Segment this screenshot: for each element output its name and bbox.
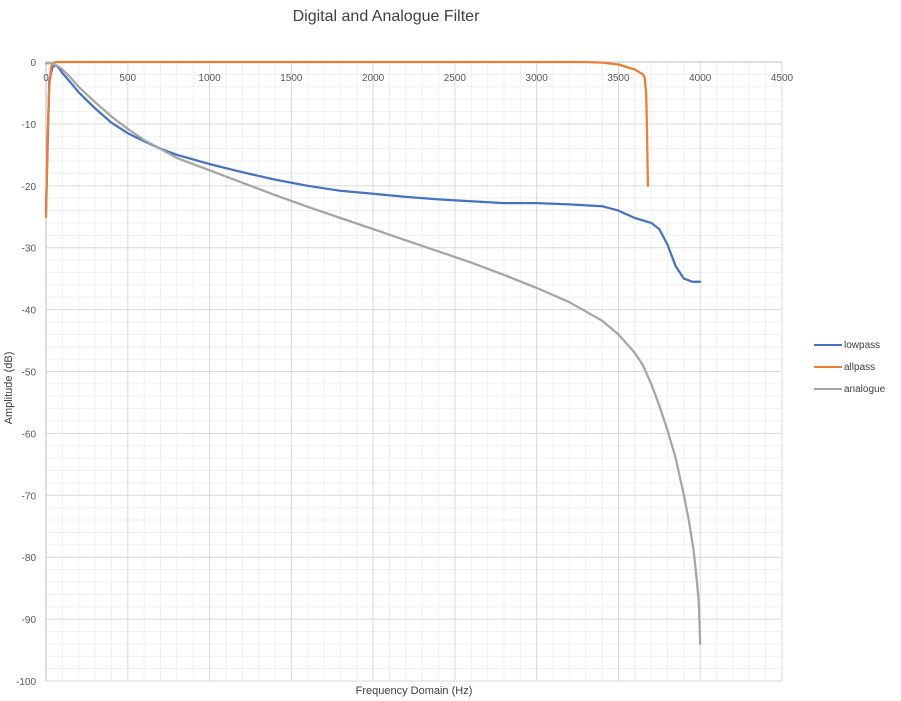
series-line-allpass: [44, 60, 650, 218]
y-axis-title: Amplitude (dB): [3, 352, 15, 425]
x-tick-label: 1000: [198, 73, 221, 84]
y-tick-label: 0: [30, 58, 36, 69]
x-tick-label: 500: [119, 73, 136, 84]
tick-labels: 0 500 1000 1500 2000 2500 3000 3500 4000 4500 0 -10…: [16, 58, 794, 688]
y-tick-label: -20: [22, 182, 37, 193]
y-tick-label: -30: [22, 244, 37, 255]
y-tick-label: -90: [22, 615, 37, 626]
y-tick-label: -50: [22, 368, 37, 379]
legend-item-allpass: allpass: [814, 356, 885, 378]
x-tick-label: 2500: [444, 73, 467, 84]
series-line-analogue: [44, 62, 702, 646]
x-tick-label: 0: [43, 73, 49, 84]
legend-label: lowpass: [844, 339, 881, 351]
y-tick-label: -100: [16, 677, 36, 688]
x-tick-label: 1500: [280, 73, 303, 84]
legend-swatch: [814, 366, 842, 368]
x-tick-label: 3000: [526, 73, 549, 84]
legend-item-analogue: analogue: [814, 378, 885, 400]
x-tick-label: 4500: [771, 73, 794, 84]
x-axis-title: Frequency Domain (Hz): [356, 685, 473, 697]
legend-swatch: [814, 344, 842, 346]
y-tick-label: -60: [22, 429, 37, 440]
x-tick-label: 2000: [362, 73, 385, 84]
legend-swatch: [814, 388, 842, 390]
y-tick-label: -70: [22, 491, 37, 502]
legend: lowpass allpass analogue: [814, 334, 885, 400]
chart-title: Digital and Analogue Filter: [292, 8, 480, 25]
x-tick-label: 4000: [689, 73, 712, 84]
major-gridlines: [45, 61, 783, 682]
legend-label: analogue: [844, 383, 886, 395]
series-line-lowpass: [44, 63, 702, 283]
legend-label: allpass: [844, 361, 876, 373]
legend-item-lowpass: lowpass: [814, 334, 885, 356]
x-tick-label: 3500: [607, 73, 630, 84]
y-tick-label: -10: [22, 120, 37, 131]
series-layer: [44, 60, 702, 646]
y-tick-label: -80: [22, 553, 37, 564]
y-tick-label: -40: [22, 306, 37, 317]
